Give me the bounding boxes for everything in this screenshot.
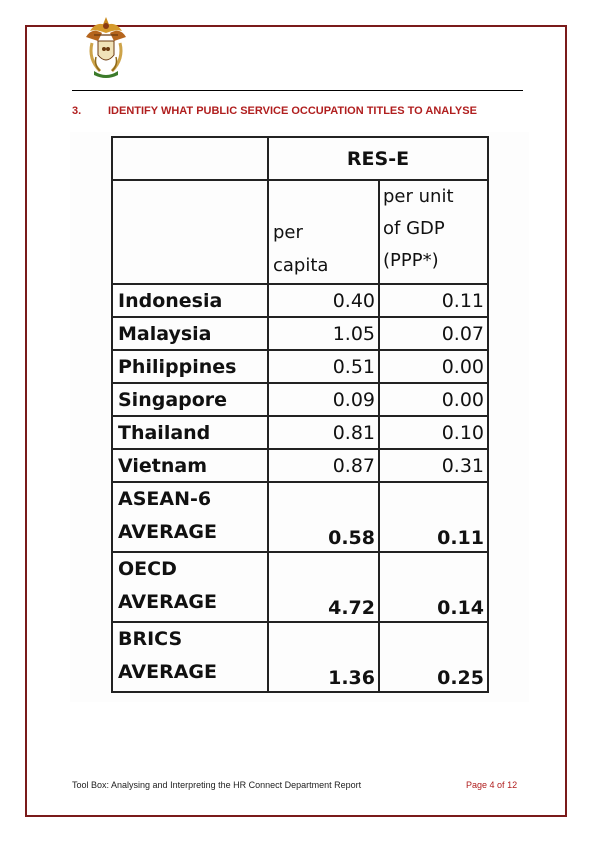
country-name: Thailand <box>111 415 269 450</box>
table-header-row: RES-E <box>111 136 489 181</box>
section-title: IDENTIFY WHAT PUBLIC SERVICE OCCUPATION … <box>108 105 477 117</box>
average-label-line: AVERAGE <box>118 591 218 613</box>
country-name: Singapore <box>111 382 269 417</box>
per-gdp-value: 0.11 <box>378 283 489 318</box>
page-of: of <box>494 780 508 790</box>
average-row: BRICS AVERAGE 1.36 0.25 <box>111 621 489 693</box>
average-label: BRICS AVERAGE <box>111 621 269 693</box>
per-gdp-average: 0.25 <box>378 621 489 693</box>
per-capita-value: 1.05 <box>267 316 380 351</box>
table-row: Philippines 0.51 0.00 <box>111 349 489 384</box>
table-row: Singapore 0.09 0.00 <box>111 382 489 417</box>
country-name: Malaysia <box>111 316 269 351</box>
per-capita-average: 4.72 <box>267 551 380 623</box>
average-row: ASEAN-6 AVERAGE 0.58 0.11 <box>111 481 489 553</box>
per-capita-value: 0.09 <box>267 382 380 417</box>
per-capita-average: 0.58 <box>267 481 380 553</box>
col-a-header-line: capita <box>273 255 329 276</box>
per-gdp-value: 0.31 <box>378 448 489 483</box>
corner-cell-2 <box>111 179 269 285</box>
col-b-header-line: of GDP <box>383 218 445 239</box>
average-row: OECD AVERAGE 4.72 0.14 <box>111 551 489 623</box>
average-label: ASEAN-6 AVERAGE <box>111 481 269 553</box>
table-row: Vietnam 0.87 0.31 <box>111 448 489 483</box>
footer-document-title: Tool Box: Analysing and Interpreting the… <box>72 780 362 790</box>
col-a-header-line: per <box>273 222 303 243</box>
page-prefix: Page <box>466 780 490 790</box>
res-e-table: RES-E per capita per unit of GDP (PPP*) … <box>111 136 489 693</box>
per-capita-value: 0.87 <box>267 448 380 483</box>
per-capita-value: 0.40 <box>267 283 380 318</box>
col-b-header-line: per unit <box>383 186 454 207</box>
average-label-line: BRICS <box>118 628 183 650</box>
per-gdp-value: 0.00 <box>378 382 489 417</box>
corner-cell <box>111 136 269 181</box>
footer-page-number: Page 4 of 12 <box>466 780 517 790</box>
country-name: Indonesia <box>111 283 269 318</box>
col-header-per-unit-gdp: per unit of GDP (PPP*) <box>378 179 489 285</box>
header-rule <box>72 90 523 91</box>
average-label-line: OECD <box>118 558 177 580</box>
per-gdp-value: 0.07 <box>378 316 489 351</box>
per-capita-value: 0.51 <box>267 349 380 384</box>
average-label-line: AVERAGE <box>118 661 218 683</box>
per-gdp-average: 0.11 <box>378 481 489 553</box>
per-capita-value: 0.81 <box>267 415 380 450</box>
average-label: OECD AVERAGE <box>111 551 269 623</box>
col-b-header-line: (PPP*) <box>383 250 439 271</box>
country-name: Philippines <box>111 349 269 384</box>
table-row: Malaysia 1.05 0.07 <box>111 316 489 351</box>
section-heading: 3. IDENTIFY WHAT PUBLIC SERVICE OCCUPATIO… <box>72 105 477 117</box>
table-row: Indonesia 0.40 0.11 <box>111 283 489 318</box>
page-border <box>25 25 567 817</box>
per-gdp-value: 0.00 <box>378 349 489 384</box>
page-total: 12 <box>507 780 518 790</box>
page-current: 4 <box>489 780 495 790</box>
section-number: 3. <box>72 105 82 117</box>
country-name: Vietnam <box>111 448 269 483</box>
table-row: Thailand 0.81 0.10 <box>111 415 489 450</box>
coat-of-arms-icon <box>86 17 126 78</box>
average-label-line: ASEAN-6 <box>118 488 212 510</box>
table-subheader-row: per capita per unit of GDP (PPP*) <box>111 179 489 285</box>
col-header-per-capita: per capita <box>267 179 380 285</box>
group-header-res-e: RES-E <box>267 136 489 181</box>
per-capita-average: 1.36 <box>267 621 380 693</box>
average-label-line: AVERAGE <box>118 521 218 543</box>
per-gdp-average: 0.14 <box>378 551 489 623</box>
per-gdp-value: 0.10 <box>378 415 489 450</box>
